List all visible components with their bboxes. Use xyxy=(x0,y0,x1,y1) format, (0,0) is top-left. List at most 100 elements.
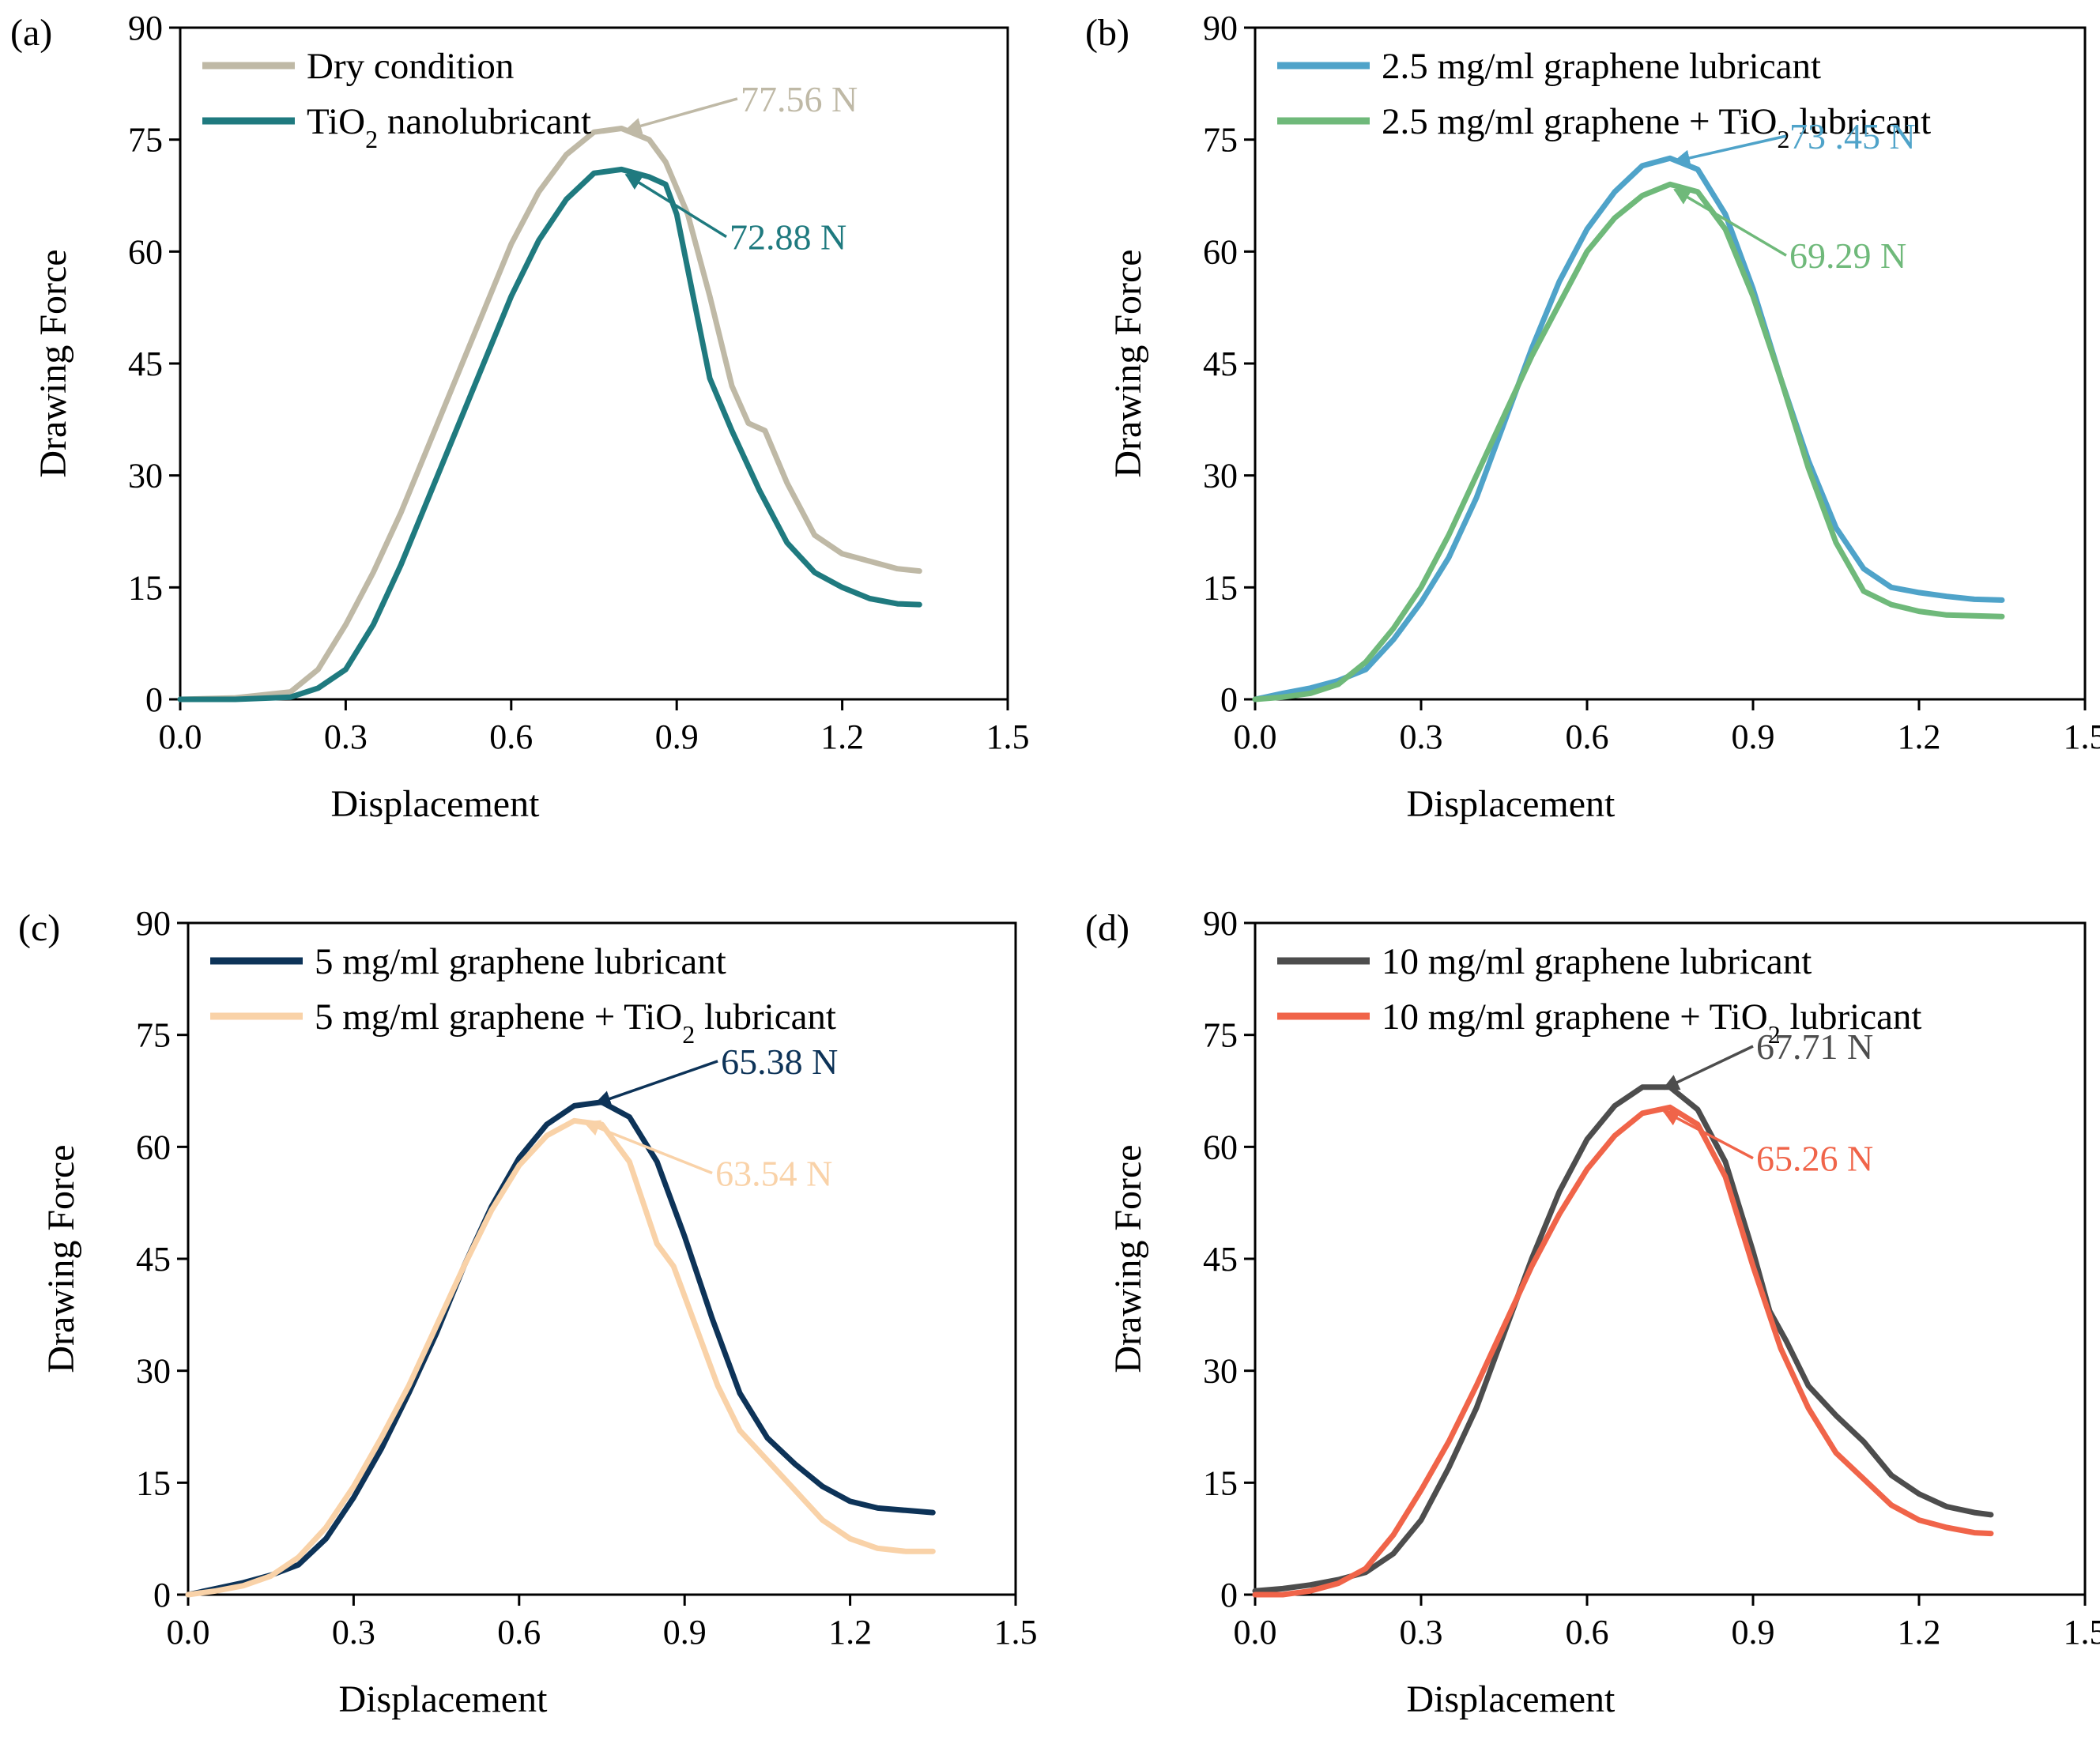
y-tick-label: 45 xyxy=(1203,345,1238,383)
y-tick-label: 75 xyxy=(128,121,163,160)
x-tick-label: 0.9 xyxy=(1732,1613,1775,1652)
y-tick-label: 75 xyxy=(136,1016,171,1055)
y-tick-label: 15 xyxy=(1203,1463,1238,1502)
x-tick-label: 0.0 xyxy=(1234,1613,1277,1652)
annotation-arrow-1 xyxy=(594,1060,718,1107)
y-tick-label: 90 xyxy=(136,904,171,943)
y-tick-label: 15 xyxy=(128,568,163,607)
x-tick-label: 0.9 xyxy=(663,1613,707,1652)
legend: 2.5 mg/ml graphene lubricant 2.5 mg/ml gr… xyxy=(1277,46,1931,153)
series-line-1 xyxy=(1252,155,2005,702)
legend-text-part: lubricant xyxy=(695,996,836,1038)
x-axis-title: Displacement xyxy=(331,783,541,825)
y-axis-title: Drawing Force xyxy=(40,1144,82,1373)
chart-panel-a: (a) 0.0 0.3 0.6 0.9 1.2 1.5 0 15 30 45 60 75 90 Displa… xyxy=(10,9,1030,825)
legend-text-part: 2.5 mg/ml graphene + TiO xyxy=(1382,101,1777,142)
annotation-label-1: 65.38 N xyxy=(721,1042,838,1082)
y-tick-label: 90 xyxy=(1203,9,1238,47)
legend-text-part: Dry condition xyxy=(307,46,514,87)
y-tick-label: 60 xyxy=(1203,232,1238,271)
y-tick-label: 45 xyxy=(128,345,163,383)
y-tick-label: 90 xyxy=(1203,904,1238,943)
x-tick-label: 0.0 xyxy=(159,718,202,756)
legend: 5 mg/ml graphene lubricant 5 mg/ml graphe… xyxy=(210,941,836,1049)
annotation-arrow-1 xyxy=(624,97,738,134)
legend-label-2: 5 mg/ml graphene + TiO2 lubricant xyxy=(315,996,836,1049)
legend-text-part: 10 mg/ml graphene lubricant xyxy=(1382,941,1812,982)
annotation-label-1: 73 .45 N xyxy=(1789,116,1916,156)
chart-panel-b: (b) 0.0 0.3 0.6 0.9 1.2 1.5 0 15 30 45 60 75 90 Displa… xyxy=(1085,9,2100,825)
legend-subscript: 2 xyxy=(1777,125,1789,153)
legend-text-part: 5 mg/ml graphene lubricant xyxy=(315,941,726,982)
y-tick-label: 30 xyxy=(128,457,163,495)
y-tick-label: 30 xyxy=(136,1352,171,1391)
legend-text-part: TiO xyxy=(307,101,365,142)
x-tick-label: 0.6 xyxy=(497,1613,541,1652)
y-axis-title: Drawing Force xyxy=(1107,1144,1149,1373)
legend-label-1: 5 mg/ml graphene lubricant xyxy=(315,941,726,982)
y-tick-label: 30 xyxy=(1203,1352,1238,1391)
x-axis-title: Displacement xyxy=(1406,1678,1616,1720)
y-tick-label: 0 xyxy=(153,1576,171,1614)
series-line-2 xyxy=(1252,181,2005,702)
annotation-arrow-2 xyxy=(582,1120,713,1175)
annotation-label-2: 63.54 N xyxy=(715,1154,832,1194)
y-tick-label: 15 xyxy=(1203,568,1238,607)
x-tick-label: 0.3 xyxy=(324,718,368,756)
y-tick-label: 15 xyxy=(136,1463,171,1502)
chart-panel-d: (d) 0.0 0.3 0.6 0.9 1.2 1.5 0 15 30 45 60 75 90 Displa… xyxy=(1085,904,2100,1720)
x-tick-label: 0.6 xyxy=(489,718,533,756)
x-tick-label: 0.6 xyxy=(1566,718,1609,756)
series-line-1 xyxy=(177,126,922,702)
panel-label: (a) xyxy=(10,12,52,54)
legend-label-1: 2.5 mg/ml graphene lubricant xyxy=(1382,46,1821,87)
series-line-2 xyxy=(1252,1104,1994,1598)
y-tick-label: 45 xyxy=(1203,1240,1238,1279)
chart-panel-c: (c) 0.0 0.3 0.6 0.9 1.2 1.5 0 15 30 45 60 75 90 Displa… xyxy=(18,904,1038,1720)
panel-label: (b) xyxy=(1085,12,1129,54)
legend-label-2: TiO2 nanolubricant xyxy=(307,101,591,153)
legend-text-part: 5 mg/ml graphene + TiO xyxy=(315,996,682,1038)
y-axis-title: Drawing Force xyxy=(1107,249,1149,477)
x-tick-label: 1.5 xyxy=(2064,718,2100,756)
x-tick-label: 1.2 xyxy=(820,718,864,756)
series-line-2 xyxy=(177,166,922,702)
annotation-label-1: 77.56 N xyxy=(741,79,858,119)
y-tick-label: 75 xyxy=(1203,1016,1238,1055)
y-tick-label: 45 xyxy=(136,1240,171,1279)
series-line-1 xyxy=(1252,1084,1994,1594)
y-tick-label: 75 xyxy=(1203,121,1238,160)
x-tick-label: 1.5 xyxy=(2064,1613,2100,1652)
legend-label-2: 10 mg/ml graphene + TiO2 lubricant xyxy=(1382,996,1922,1049)
annotation-arrow-1 xyxy=(1672,134,1787,167)
legend-subscript: 2 xyxy=(682,1020,695,1049)
x-tick-label: 0.6 xyxy=(1566,1613,1609,1652)
annotation-label-2: 65.26 N xyxy=(1756,1139,1873,1179)
x-axis-title: Displacement xyxy=(339,1678,549,1720)
x-tick-label: 0.9 xyxy=(1732,718,1775,756)
series-line-2 xyxy=(185,1117,936,1598)
x-tick-label: 1.5 xyxy=(994,1613,1038,1652)
panel-label: (c) xyxy=(18,907,60,949)
annotation-arrow-2 xyxy=(1662,1109,1754,1160)
x-tick-label: 0.3 xyxy=(332,1613,375,1652)
legend-text-part: nanolubricant xyxy=(378,101,591,142)
legend-subscript: 2 xyxy=(365,125,378,153)
legend: 10 mg/ml graphene lubricant 10 mg/ml grap… xyxy=(1277,941,1922,1049)
x-tick-label: 0.0 xyxy=(1234,718,1277,756)
annotation-label-2: 69.29 N xyxy=(1789,235,1906,276)
y-tick-label: 90 xyxy=(128,9,163,47)
y-tick-label: 60 xyxy=(128,232,163,271)
legend-text-part: 10 mg/ml graphene + TiO xyxy=(1382,996,1768,1038)
x-tick-label: 1.2 xyxy=(828,1613,872,1652)
x-tick-label: 0.0 xyxy=(167,1613,210,1652)
x-axis-title: Displacement xyxy=(1406,783,1616,825)
legend-subscript: 2 xyxy=(1768,1020,1781,1049)
x-tick-label: 1.2 xyxy=(1898,1613,1941,1652)
annotation-arrow-1 xyxy=(1662,1045,1754,1090)
series-line-1 xyxy=(185,1099,936,1598)
y-tick-label: 0 xyxy=(145,680,163,719)
x-tick-label: 0.3 xyxy=(1400,718,1443,756)
x-tick-label: 1.5 xyxy=(986,718,1030,756)
